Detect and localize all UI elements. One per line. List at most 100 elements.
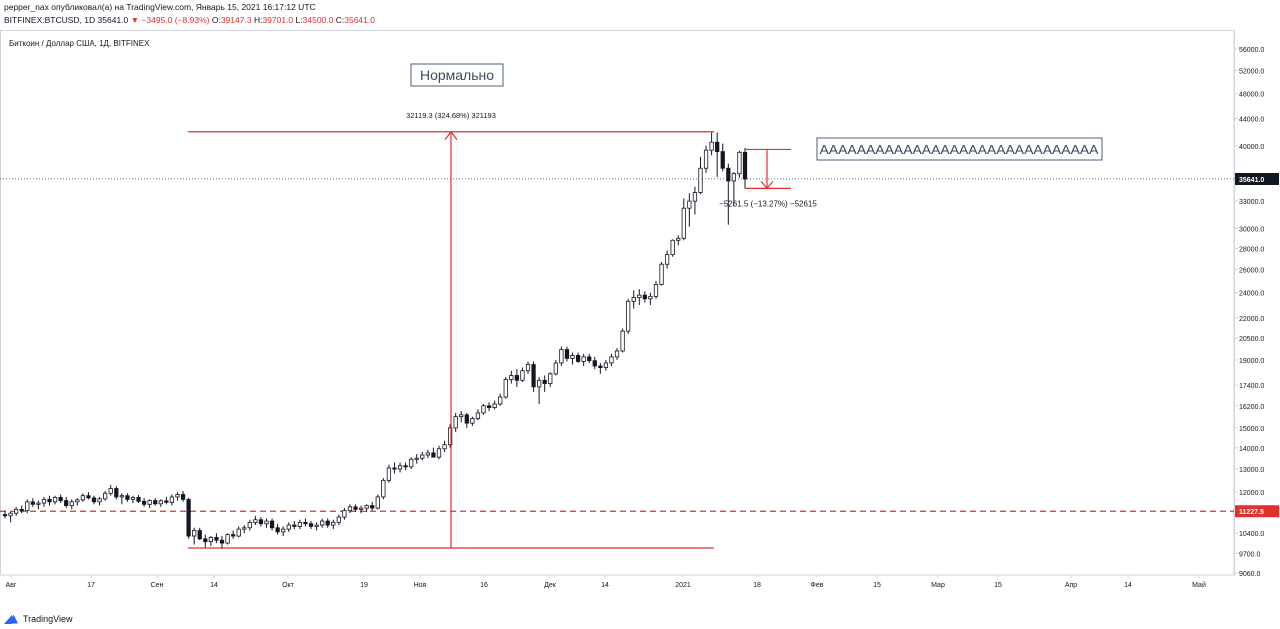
candle-body [737,151,742,175]
candle-body [41,498,47,504]
x-tick-label: Май [1192,581,1206,589]
y-tick-label: 44000.0 [1239,116,1264,123]
candle-body [136,497,141,502]
brand-label: TradingView [23,614,73,624]
left-note-text: Нормально [420,67,494,83]
candle-body [676,237,681,241]
tradingview-brand[interactable]: TradingView [4,614,73,624]
candle-body [626,300,631,332]
horizontal-level-label: 11227.5 [1239,509,1264,516]
candle-body [64,500,69,506]
candle-body [475,412,481,419]
x-tick-label: Сен [151,582,164,589]
candle-body [242,527,247,530]
candle-body [258,519,264,525]
open-label: O: [211,15,221,25]
candle-body [436,448,442,458]
y-tick-label: 26000.0 [1239,268,1264,275]
candle-body [620,330,625,352]
open-value: 39147.3 [220,15,252,25]
candle-body [715,141,720,153]
candle-body [603,362,609,368]
candle-body [358,507,364,510]
close-value: 35641.0 [344,15,375,25]
y-tick-label: 9060.0 [1239,571,1261,578]
candle-body [114,488,119,498]
publisher-name[interactable]: pepper_nax [4,2,49,12]
x-tick-label: Авг [6,582,17,589]
candle-body [269,520,275,529]
y-tick-label: 15000.0 [1239,426,1264,433]
measure-long-arrow-icon [444,130,458,141]
candle-body [236,528,241,537]
candle-body [186,498,191,537]
candle-body [336,516,341,523]
candle-body [392,467,397,470]
candle-body [397,465,403,470]
candle-body [180,494,186,500]
candle-body [653,284,659,297]
candle-body [225,534,230,544]
symbol: BITFINEX:BTCUSD, 1D [4,15,96,25]
publish-info: pepper_nax опубликовал(а) на TradingView… [4,2,316,12]
candle-body [214,537,219,541]
y-tick-label: 30000.0 [1239,227,1264,234]
candle-body [403,465,408,468]
x-tick-label: 14 [1124,582,1132,589]
x-tick-label: 16 [480,582,488,589]
price-change: ▼ −3495.0 (−8.93%) [130,15,210,25]
price-chart[interactable]: 56000.052000.048000.044000.040000.036000… [0,30,1280,610]
candle-body [342,510,347,518]
candle-body [208,537,213,543]
candle-body [158,500,163,505]
candle-body [520,370,525,381]
measure-short-arrow-icon [760,180,774,190]
y-tick-label: 17400.0 [1239,383,1264,390]
horizontal-level-tag [1235,505,1279,518]
high-label: H: [253,15,263,25]
x-tick-label: 18 [753,582,761,589]
candle-body [742,151,748,180]
candle-body [141,500,147,505]
candle-body [108,488,113,494]
candle-body [147,500,152,505]
candle-body [347,506,353,512]
candle-body [609,356,614,364]
y-tick-label: 33000.0 [1239,199,1264,206]
candle-body [47,498,52,503]
y-tick-label: 10400.0 [1239,531,1264,538]
x-tick-label: Фев [811,582,824,589]
candle-body [175,494,180,498]
candle-body [253,519,258,523]
candle-body [130,497,136,500]
candle-body [731,173,736,182]
x-tick-label: Ноя [414,582,427,589]
candle-body [514,375,520,381]
y-tick-label: 52000.0 [1239,68,1264,75]
candle-body [598,365,603,368]
candle-body [537,379,542,388]
measure-long-label: 32119.3 (324.68%) 321193 [406,111,496,120]
candle-body [381,479,386,498]
low-value: 34500.0 [302,15,334,25]
candle-body [464,414,469,424]
candle-body [687,200,692,209]
y-tick-label: 16200.0 [1239,404,1264,411]
candle-body [308,523,314,527]
pane-title: Биткоин / Доллар США, 1Д, BITFINEX [9,39,150,48]
candle-body [564,349,570,359]
candle-body [197,530,202,540]
candle-body [481,405,486,414]
measure-short-label: −5261.5 (−13.27%) −52615 [719,199,817,208]
candle-body [492,403,497,408]
left-note-box[interactable] [410,63,504,87]
candle-body [631,297,636,302]
candle-body [431,452,436,458]
right-note-box[interactable] [816,137,1103,161]
candle-body [420,454,425,459]
candle-body [80,495,86,501]
candle-body [692,192,698,202]
close-label: C: [335,15,345,25]
candle-body [97,498,102,503]
candle-body [498,396,503,405]
